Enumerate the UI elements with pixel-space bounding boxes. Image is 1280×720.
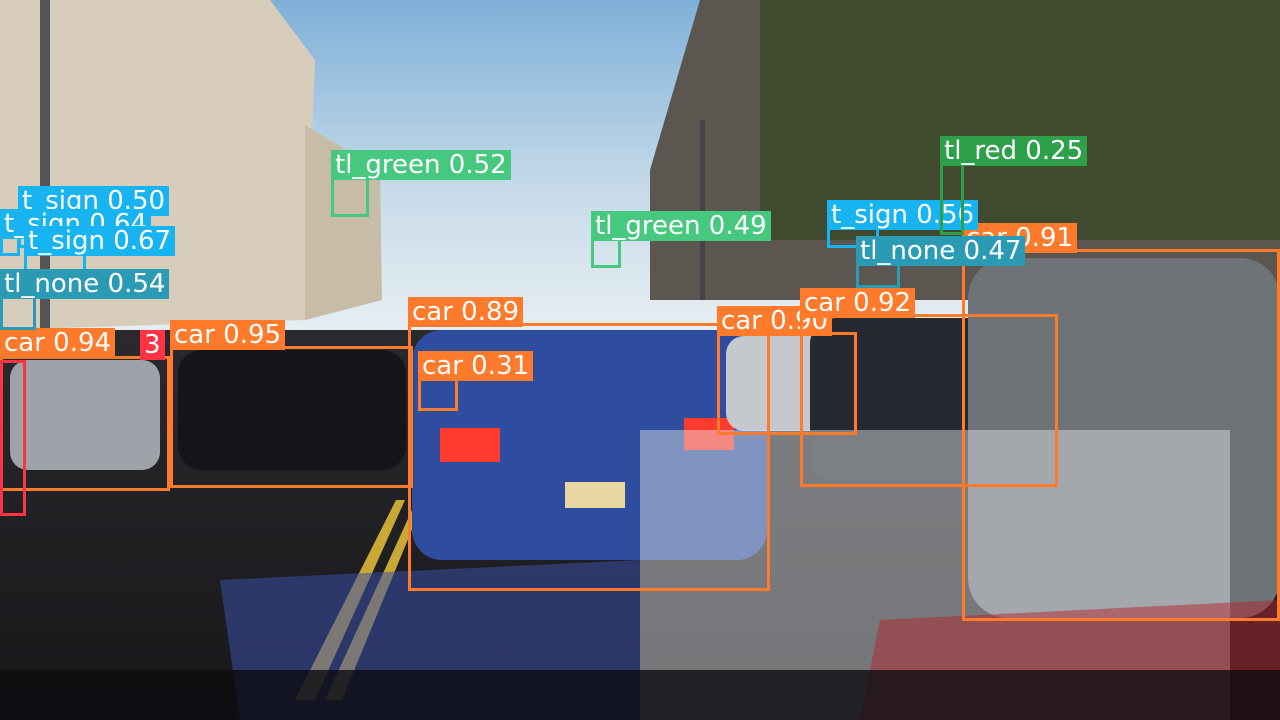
detection-label-car-094: car 0.94 (0, 328, 116, 358)
detection-box-car-031 (418, 377, 458, 411)
detection-label-car-089: car 0.89 (408, 297, 524, 327)
detection-label-t-sign-067: t_sign 0.67 (24, 226, 176, 256)
blue-mustang (412, 330, 767, 560)
detection-label-tl-green-049: tl_green 0.49 (591, 211, 771, 241)
detection-box-car-095 (170, 346, 413, 488)
detection-label-car-031: car 0.31 (418, 351, 534, 381)
taillight-left (440, 428, 500, 462)
detection-label-car-092: car 0.92 (800, 288, 916, 318)
gray-minivan (968, 258, 1280, 618)
detection-label-car-095: car 0.95 (170, 320, 286, 350)
pole-left (40, 0, 50, 330)
detection-label-tl-red-025: tl_red 0.25 (940, 136, 1088, 166)
black-sedan (178, 350, 406, 470)
detection-box-tl-green-049 (591, 238, 621, 268)
detection-box-tl-red-025 (940, 163, 964, 235)
detection-label-tl-green-052: tl_green 0.52 (331, 150, 511, 180)
detection-box-car-091 (962, 249, 1280, 621)
detection-box-tl-green-052 (331, 177, 369, 217)
detection-box-car-089 (408, 323, 770, 591)
detection-box-partial-red (0, 360, 26, 516)
detection-label-partial-red: 3 (140, 330, 165, 360)
detection-label-tl-none-054: tl_none 0.54 (0, 269, 170, 299)
dashboard (0, 670, 1280, 720)
silver-suv-left (10, 360, 160, 470)
detection-box-t-sign-064 (0, 236, 20, 256)
detection-label-tl-none-047: tl_none 0.47 (856, 236, 1026, 266)
detection-box-car-092 (800, 314, 1058, 487)
detection-box-tl-none-054 (0, 296, 36, 330)
license-plate (565, 482, 625, 508)
detection-label-t-sign-056: t_sign 0.56 (827, 200, 979, 230)
street-lamp-pole (700, 120, 705, 300)
